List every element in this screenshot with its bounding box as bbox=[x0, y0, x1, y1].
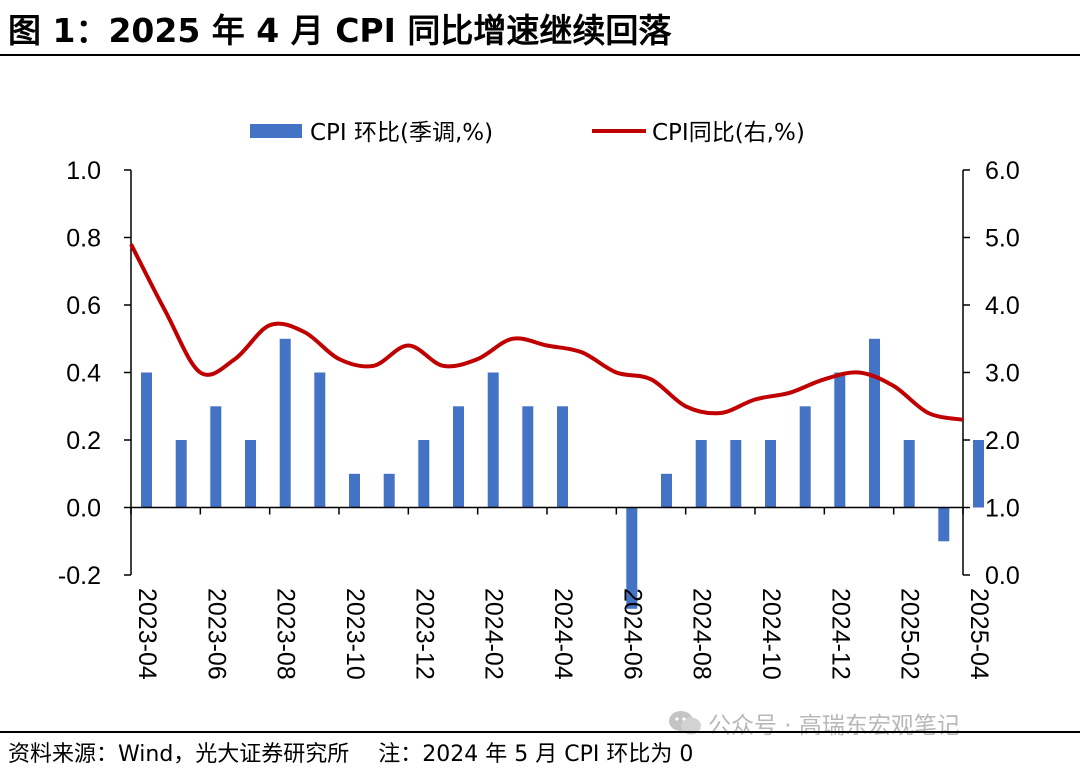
x-tick-label-2024-04: 2024-04 bbox=[549, 588, 577, 680]
x-tick-label-2024-06: 2024-06 bbox=[618, 588, 646, 680]
bar-2023-10 bbox=[349, 473, 360, 508]
bar-2023-07 bbox=[245, 440, 256, 508]
bar-2024-09 bbox=[730, 440, 742, 508]
bar-2023-08 bbox=[279, 338, 291, 508]
left-tick-label: 0.0 bbox=[66, 495, 101, 523]
bar-2024-10 bbox=[765, 440, 776, 508]
bar-2024-11 bbox=[799, 406, 811, 508]
x-tick-label-2023-06: 2023-06 bbox=[202, 588, 230, 680]
title-rule bbox=[0, 54, 1080, 56]
x-axis-ticks: 2023-04 2023-06 2023-08 2023-10 2023-12 2024-… bbox=[130, 507, 993, 680]
right-tick-label: 1.0 bbox=[985, 495, 1020, 523]
right-tick-label: 3.0 bbox=[985, 360, 1020, 388]
legend-swatch-bar bbox=[250, 124, 302, 138]
bar-series bbox=[141, 338, 984, 609]
source-note: 资料来源：Wind，光大证券研究所 注：2024 年 5 月 CPI 环比为 0 bbox=[8, 742, 694, 767]
bar-2024-03 bbox=[522, 406, 534, 508]
right-tick-label: 6.0 bbox=[985, 157, 1020, 185]
bar-2023-04 bbox=[141, 372, 152, 508]
watermark-text: 公众号 · 高瑞东宏观笔记 bbox=[708, 713, 960, 739]
x-tick-label-2024-02: 2024-02 bbox=[480, 588, 508, 680]
bar-2024-04 bbox=[557, 406, 568, 508]
left-axis-ticks: -0.2 0.0 0.2 0.4 0.6 0.8 1.0 bbox=[58, 157, 131, 590]
bar-2023-05 bbox=[175, 440, 187, 508]
legend-label-bar: CPI 环比(季调,%) bbox=[310, 120, 493, 146]
left-tick-label: -0.2 bbox=[58, 562, 101, 590]
right-tick-label: 0.0 bbox=[985, 562, 1020, 590]
footer-rule bbox=[0, 731, 1080, 733]
x-tick-label-2024-12: 2024-12 bbox=[826, 588, 854, 680]
x-tick-label-2024-08: 2024-08 bbox=[688, 588, 716, 680]
line-series bbox=[129, 243, 964, 422]
x-tick-label-2024-10: 2024-10 bbox=[757, 588, 785, 680]
left-tick-label: 0.4 bbox=[66, 360, 101, 388]
right-axis-ticks: 0.0 1.0 2.0 3.0 4.0 5.0 6.0 bbox=[963, 157, 1020, 590]
watermark: 公众号 · 高瑞东宏观笔记 bbox=[668, 706, 960, 740]
bar-2024-07 bbox=[661, 473, 672, 508]
bar-2023-09 bbox=[314, 372, 326, 508]
legend-label-line: CPI同比(右,%) bbox=[652, 120, 805, 146]
left-tick-label: 0.8 bbox=[66, 225, 101, 253]
right-tick-label: 2.0 bbox=[985, 427, 1020, 455]
left-tick-label: 0.6 bbox=[66, 292, 101, 320]
wechat-icon bbox=[669, 711, 701, 735]
chart-title: 图 1：2025 年 4 月 CPI 同比增速继续回落 bbox=[8, 11, 672, 50]
legend: CPI 环比(季调,%) CPI同比(右,%) bbox=[250, 120, 805, 146]
bar-2023-11 bbox=[383, 473, 395, 508]
bar-2025-03 bbox=[938, 507, 950, 542]
x-tick-label-2023-12: 2023-12 bbox=[410, 588, 438, 680]
bar-2025-02 bbox=[903, 440, 915, 508]
bar-2024-06 bbox=[626, 507, 638, 609]
x-tick-label-2023-10: 2023-10 bbox=[341, 588, 369, 680]
bar-2024-08 bbox=[695, 440, 707, 508]
x-tick-label-2023-04: 2023-04 bbox=[133, 588, 161, 680]
right-tick-label: 5.0 bbox=[985, 225, 1020, 253]
bar-2025-04 bbox=[973, 440, 984, 508]
x-tick-label-2025-02: 2025-02 bbox=[896, 588, 924, 680]
bar-2023-06 bbox=[210, 406, 222, 508]
left-tick-label: 1.0 bbox=[66, 157, 101, 185]
bar-2024-12 bbox=[834, 372, 846, 508]
bar-2025-01 bbox=[869, 338, 880, 508]
bar-2024-01 bbox=[453, 406, 464, 508]
right-tick-label: 4.0 bbox=[985, 292, 1020, 320]
bar-2024-02 bbox=[487, 372, 499, 508]
x-tick-label-2025-04: 2025-04 bbox=[965, 588, 993, 680]
bar-2023-12 bbox=[418, 440, 430, 508]
left-tick-label: 0.2 bbox=[66, 427, 101, 455]
x-tick-label-2023-08: 2023-08 bbox=[272, 588, 300, 680]
